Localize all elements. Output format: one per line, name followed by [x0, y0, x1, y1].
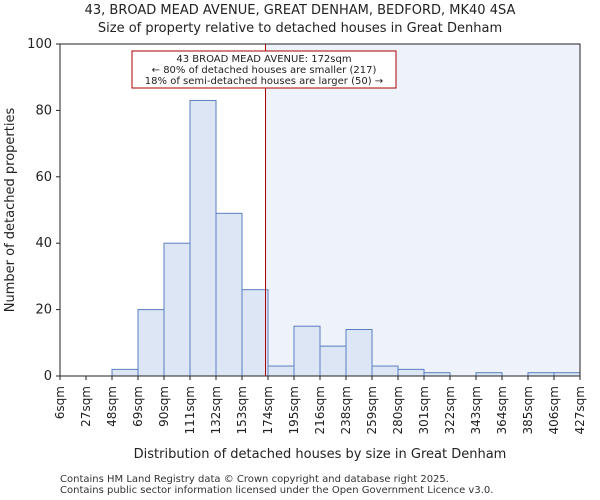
x-tick-label: 153sqm: [235, 386, 249, 434]
y-tick-label: 60: [35, 170, 52, 185]
histogram-bar: [241, 289, 269, 377]
annotation-box: [131, 50, 397, 89]
x-tick-label: 427sqm: [573, 386, 587, 434]
annotation-line-1: 43 BROAD MEAD AVENUE: 172sqm: [176, 54, 351, 65]
annotation-line-3: 18% of semi-detached houses are larger (…: [145, 76, 383, 87]
histogram-bar: [111, 368, 139, 377]
y-axis-label: Number of detached properties: [3, 108, 18, 313]
x-tick-label: 90sqm: [157, 386, 171, 427]
y-tick-label: 20: [35, 303, 52, 318]
x-tick-label: 280sqm: [391, 386, 405, 434]
annotation-line-2: ← 80% of detached houses are smaller (21…: [152, 65, 377, 76]
x-tick-label: 69sqm: [131, 386, 145, 427]
x-tick-label: 343sqm: [469, 386, 483, 434]
y-tick-label: 100: [27, 37, 52, 52]
larger-region-highlight: [265, 44, 580, 376]
histogram-bar: [215, 212, 243, 377]
y-tick-label: 80: [35, 103, 52, 118]
x-tick-label: 174sqm: [261, 386, 275, 434]
x-tick-label: 195sqm: [287, 386, 301, 434]
x-tick-label: 132sqm: [209, 386, 223, 434]
histogram-bar: [189, 99, 217, 377]
x-tick-label: 406sqm: [547, 386, 561, 434]
y-tick-label: 0: [44, 369, 52, 384]
chart-title-address: 43, BROAD MEAD AVENUE, GREAT DENHAM, BED…: [84, 3, 516, 18]
histogram-bar: [293, 325, 321, 377]
x-tick-label: 111sqm: [183, 386, 197, 434]
histogram-bar: [163, 242, 191, 377]
x-tick-label: 364sqm: [495, 386, 509, 434]
x-axis-label: Distribution of detached houses by size …: [134, 447, 507, 462]
x-tick-label: 48sqm: [105, 386, 119, 427]
histogram-bar: [267, 365, 295, 377]
chart-title-subtitle: Size of property relative to detached ho…: [97, 21, 503, 36]
y-tick-label: 40: [35, 236, 52, 251]
x-tick-label: 216sqm: [313, 386, 327, 434]
x-tick-label: 301sqm: [417, 386, 431, 434]
x-tick-label: 322sqm: [443, 386, 457, 434]
x-tick-label: 238sqm: [339, 386, 353, 434]
x-tick-label: 259sqm: [365, 386, 379, 434]
footer-copyright: Contains HM Land Registry data © Crown c…: [60, 474, 449, 485]
footer-licence: Contains public sector information licen…: [60, 485, 494, 496]
x-tick-label: 6sqm: [53, 386, 67, 419]
histogram-bar: [397, 368, 425, 377]
x-tick-label: 385sqm: [521, 386, 535, 434]
histogram-bar: [319, 345, 347, 377]
histogram-bar: [371, 365, 399, 377]
histogram-bar: [345, 329, 373, 377]
x-tick-label: 27sqm: [79, 386, 93, 427]
histogram-bar: [137, 309, 165, 377]
